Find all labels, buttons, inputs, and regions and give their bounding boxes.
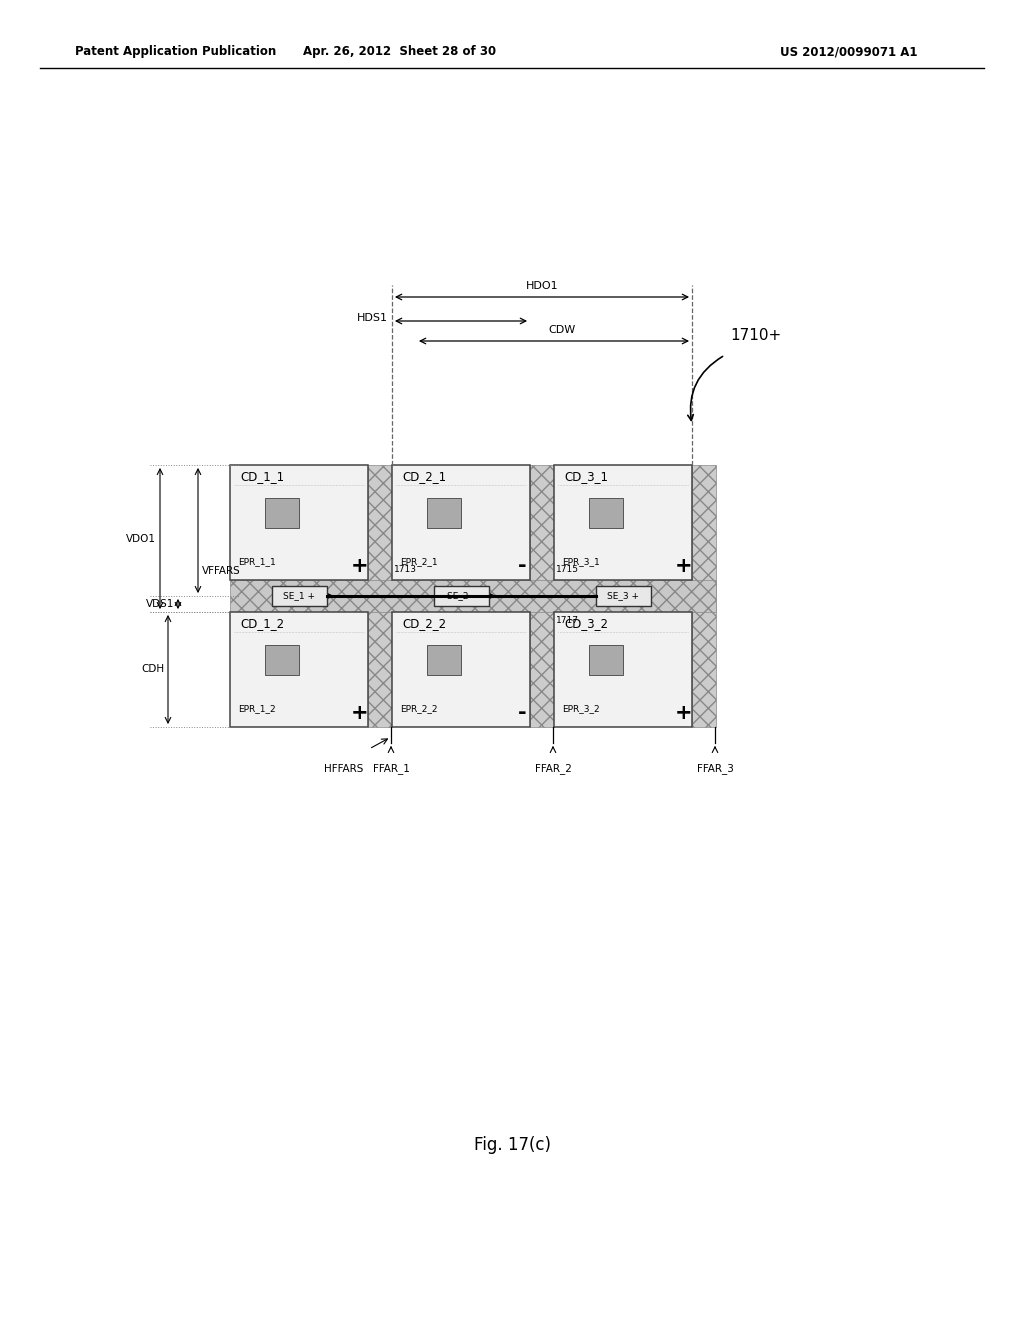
Bar [554, 465, 692, 579]
Text: EPR_1_2: EPR_1_2 [238, 705, 275, 714]
Text: EPR_2_1: EPR_2_1 [400, 557, 437, 566]
Text: HFFARS: HFFARS [324, 764, 362, 774]
Text: SE_2 -: SE_2 - [447, 591, 475, 601]
Text: HDS1: HDS1 [357, 313, 388, 323]
Text: CDW: CDW [549, 325, 575, 335]
Bar [230, 612, 368, 727]
Text: EPR_3_2: EPR_3_2 [562, 705, 600, 714]
Bar [530, 465, 554, 727]
Bar [433, 586, 488, 606]
Text: +: + [351, 556, 369, 576]
Bar [596, 586, 650, 606]
Bar [265, 645, 299, 676]
Text: FFAR_2: FFAR_2 [535, 763, 571, 775]
Text: FFAR_3: FFAR_3 [696, 763, 733, 775]
Bar [368, 465, 392, 727]
Text: CD_2_1: CD_2_1 [402, 470, 446, 483]
Text: 1710+: 1710+ [730, 327, 781, 342]
Text: SE_3 +: SE_3 + [607, 591, 639, 601]
Text: CD_1_1: CD_1_1 [240, 470, 284, 483]
Bar [590, 498, 624, 528]
Text: -: - [518, 556, 526, 576]
Text: VDS1: VDS1 [145, 599, 174, 609]
Bar [265, 498, 299, 528]
Text: Patent Application Publication: Patent Application Publication [75, 45, 276, 58]
Text: 1715: 1715 [556, 565, 579, 574]
Text: +: + [351, 704, 369, 723]
Text: Fig. 17(c): Fig. 17(c) [473, 1137, 551, 1154]
Text: EPR_2_2: EPR_2_2 [400, 705, 437, 714]
Bar [427, 498, 462, 528]
Bar [230, 579, 716, 612]
Text: US 2012/0099071 A1: US 2012/0099071 A1 [780, 45, 918, 58]
Text: CD_1_2: CD_1_2 [240, 618, 284, 631]
Text: SE_1 +: SE_1 + [283, 591, 315, 601]
Text: 1713: 1713 [394, 565, 417, 574]
Bar [392, 465, 530, 579]
Text: FFAR_1: FFAR_1 [373, 763, 410, 775]
Text: CDH: CDH [141, 664, 164, 675]
Bar [692, 465, 716, 727]
Text: 1717: 1717 [556, 616, 579, 624]
Text: +: + [675, 556, 693, 576]
Text: VDO1: VDO1 [126, 533, 156, 544]
Text: CD_3_2: CD_3_2 [564, 618, 608, 631]
Text: Apr. 26, 2012  Sheet 28 of 30: Apr. 26, 2012 Sheet 28 of 30 [303, 45, 497, 58]
Text: CD_2_2: CD_2_2 [402, 618, 446, 631]
Bar [427, 645, 462, 676]
Text: HDO1: HDO1 [525, 281, 558, 290]
Text: VFFARS: VFFARS [202, 566, 241, 576]
Bar [271, 586, 327, 606]
Text: EPR_1_1: EPR_1_1 [238, 557, 275, 566]
Bar [392, 612, 530, 727]
Bar [230, 465, 368, 579]
Text: -: - [518, 704, 526, 723]
Text: EPR_3_1: EPR_3_1 [562, 557, 600, 566]
Text: +: + [675, 704, 693, 723]
Text: CD_3_1: CD_3_1 [564, 470, 608, 483]
Bar [590, 645, 624, 676]
Bar [554, 612, 692, 727]
